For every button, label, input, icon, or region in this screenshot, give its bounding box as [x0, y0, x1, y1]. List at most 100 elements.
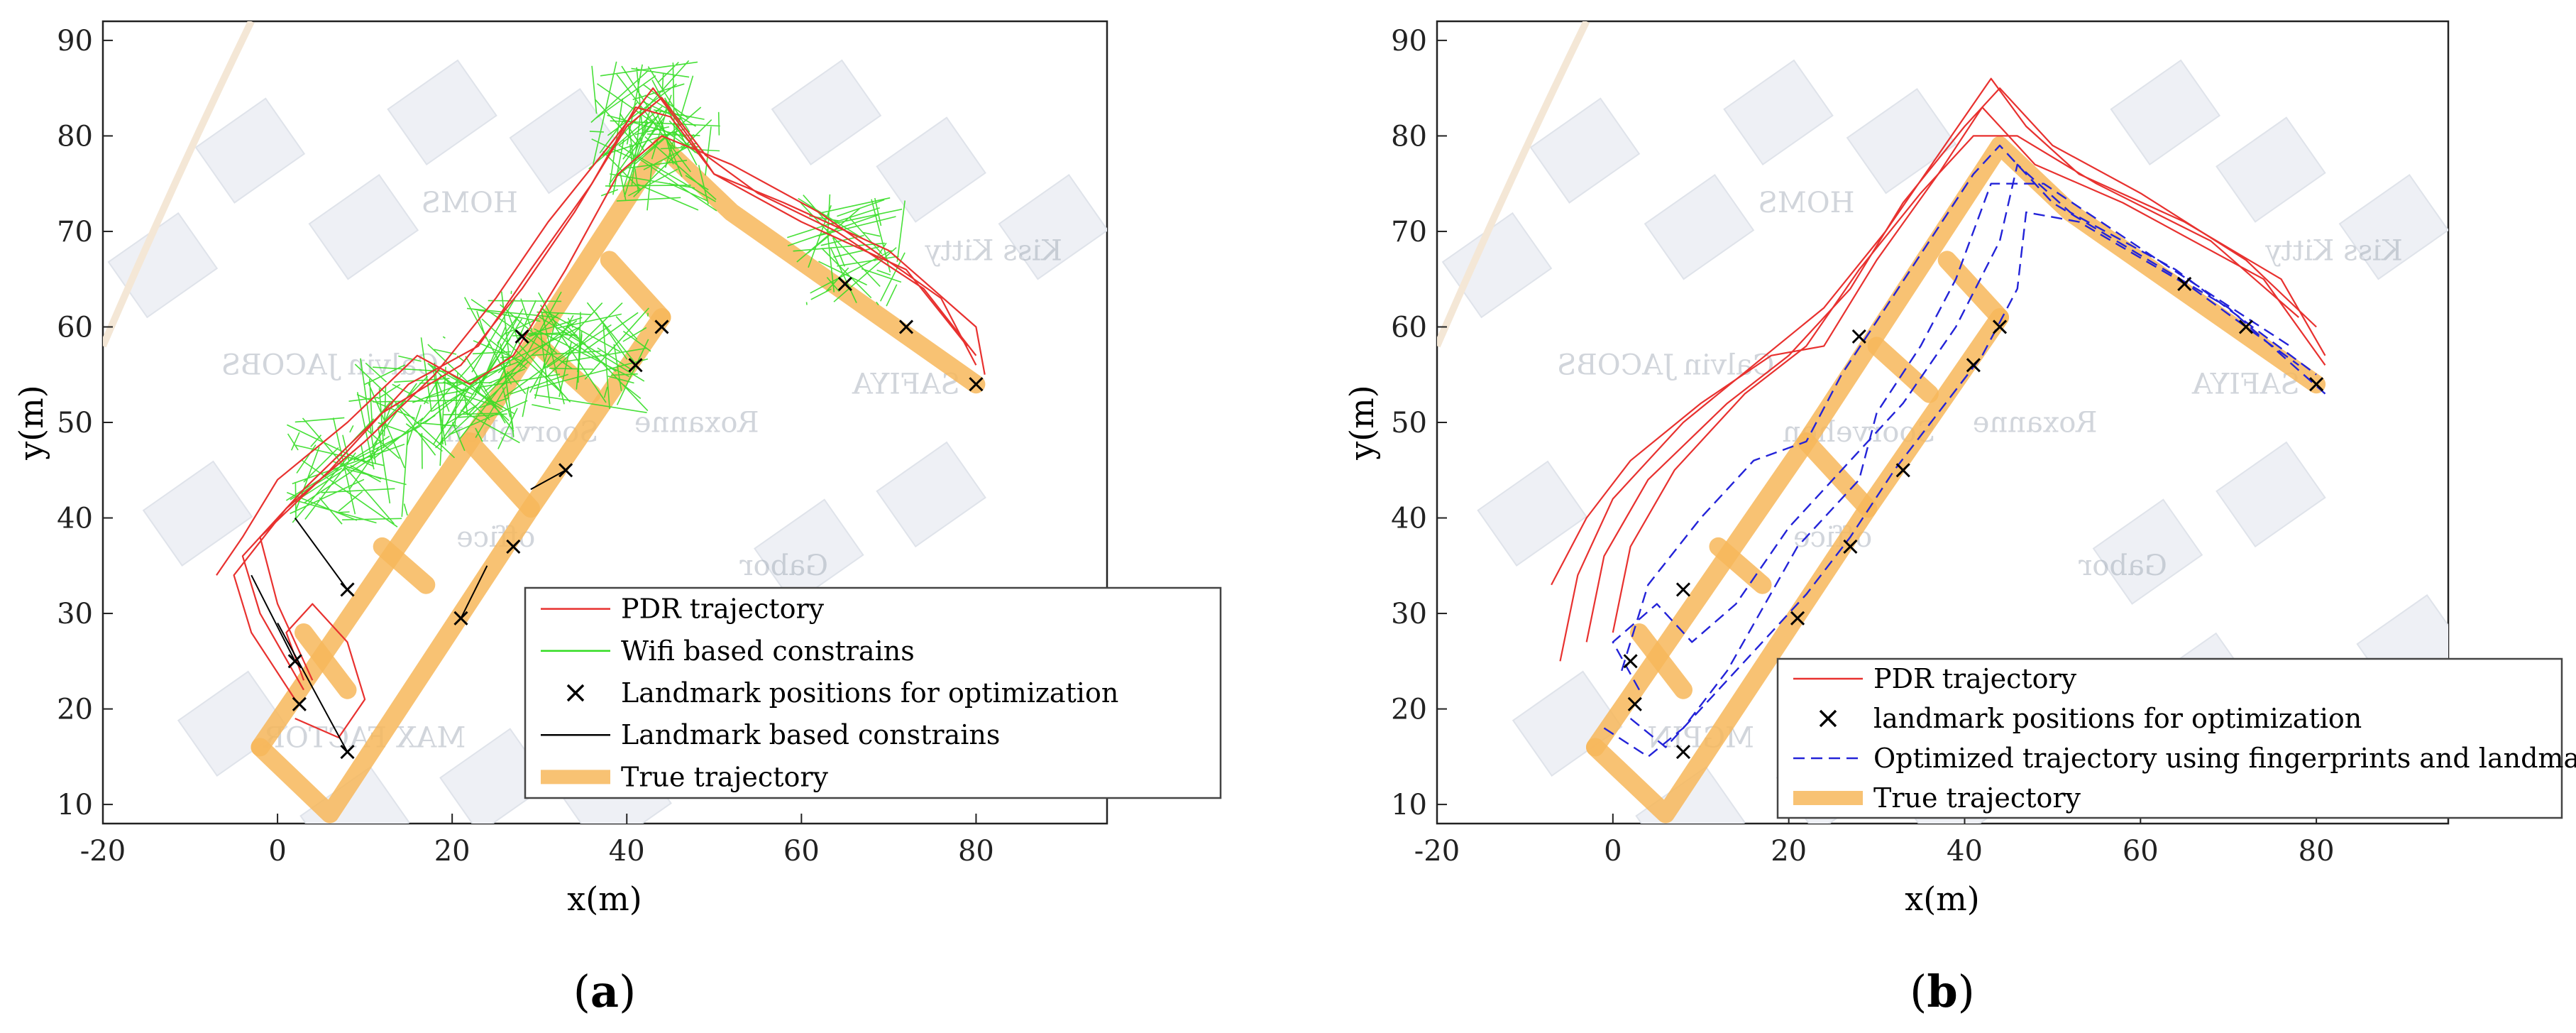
map-label: SAFIYA [852, 368, 960, 401]
map-tile [1512, 670, 1623, 777]
true-trajectory-segment [1586, 308, 2009, 824]
map-tile [876, 441, 986, 548]
x-tick-label: 80 [958, 835, 994, 868]
landmark-marker [340, 745, 355, 760]
map-tile [1846, 87, 1957, 195]
landmark-constraint [277, 623, 348, 753]
map-label: Roxanne [634, 406, 759, 439]
plot-content-a [216, 60, 986, 824]
y-tick-label: 80 [57, 120, 93, 153]
map-label: HOMS [422, 187, 518, 219]
optimized-trajectory [1629, 211, 2300, 748]
true-trajectory-segment [1797, 432, 1878, 518]
x-tick-label: 60 [783, 835, 820, 868]
landmark-marker [340, 582, 355, 597]
map-tile [1529, 97, 1641, 204]
map-road [103, 21, 255, 348]
y-tick-label: 10 [57, 789, 93, 821]
pdr-trajectory [259, 106, 968, 681]
pdr-trajectory [1612, 135, 2300, 633]
landmark-marker [898, 319, 914, 334]
landmark-marker [1851, 329, 1866, 344]
y-tick-label: 60 [57, 311, 93, 344]
legend-label: PDR trajectory [1873, 663, 2077, 694]
y-tick-label: 60 [1391, 311, 1427, 344]
landmark-marker [292, 696, 307, 711]
y-tick-label: 20 [57, 694, 93, 726]
landmark-marker [1966, 358, 1981, 373]
landmark-marker [1895, 463, 1910, 478]
optimized-trajectory [1603, 182, 2291, 758]
landmark-marker [1623, 654, 1638, 669]
landmark-marker [1992, 319, 2008, 334]
true-trajectory-segment [1709, 537, 1772, 594]
x-tick-label: 40 [609, 835, 645, 868]
x-axis-label-b: x(m) [1905, 880, 1979, 918]
map-tile [771, 59, 882, 166]
legend-label: True trajectory [1873, 782, 2081, 814]
x-tick-label: 20 [1771, 835, 1807, 868]
landmark-marker [628, 358, 643, 373]
landmark-constraint [294, 517, 348, 590]
map-label: HOMS [1758, 187, 1854, 219]
landmark-marker [1675, 745, 1691, 760]
landmark-marker [453, 611, 468, 625]
x-axis-label-a: x(m) [567, 880, 642, 918]
y-tick-label: 40 [1391, 503, 1427, 535]
true-trajectory-segment [251, 308, 671, 824]
legend-label: landmark positions for optimization [1873, 703, 2362, 734]
x-tick-label: 0 [268, 835, 286, 868]
y-tick-label: 80 [1391, 120, 1427, 153]
map-label: Calvin JACOBS [1557, 349, 1774, 382]
legend-box [1776, 657, 2563, 819]
x-tick-label: 80 [2299, 835, 2335, 868]
legend-label: Landmark positions for optimization [621, 677, 1118, 709]
y-tick-label: 50 [1391, 407, 1427, 439]
pdr-trajectory [233, 87, 986, 700]
map-tile [876, 116, 986, 223]
landmark-marker [287, 654, 302, 669]
x-tick-label: 20 [434, 835, 470, 868]
y-axis-label-a: y(m) [12, 385, 50, 461]
true-trajectory-segment [1867, 337, 1939, 403]
map-label: Gabor [739, 550, 828, 582]
true-trajectory-segment [600, 251, 671, 327]
y-tick-label: 20 [1391, 694, 1427, 726]
map-tile [308, 174, 419, 280]
legend-b: PDR trajectory landmark positions for opt… [1776, 657, 2576, 819]
map-tile [387, 59, 497, 166]
landmark-constraint [251, 574, 296, 662]
legend-label: PDR trajectory [621, 594, 825, 625]
map-tile [509, 87, 620, 195]
legend-label: True trajectory [621, 761, 829, 792]
landmark-marker [1790, 611, 1805, 625]
map-label: Calvin JACOBS [221, 349, 439, 382]
map-tile [754, 498, 864, 605]
true-trajectory-segment [251, 136, 986, 757]
map-label: SAFIYA [2191, 368, 2300, 401]
y-ticks-a: 10 20 30 40 50 60 70 80 90 [57, 25, 113, 821]
x-ticks-a: -20 0 20 40 60 80 [80, 814, 994, 868]
x-tick-label: 40 [1947, 835, 1983, 868]
y-tick-label: 70 [57, 216, 93, 248]
landmark-marker [1627, 696, 1642, 711]
landmark-marker [654, 319, 669, 334]
map-tile [998, 174, 1107, 280]
legend-label: Wifi based constrains [621, 635, 915, 667]
y-ticks-b: 10 20 30 40 50 60 70 80 90 [1391, 25, 1447, 821]
map-tile [142, 460, 253, 567]
map-tile [2216, 441, 2326, 548]
map-label: Kiss Kitty [2265, 234, 2403, 267]
true-trajectory-segment [295, 623, 357, 699]
map-tile [194, 97, 306, 204]
y-tick-label: 40 [57, 503, 93, 535]
landmark-marker [1675, 582, 1691, 597]
x-tick-label: 0 [1604, 835, 1622, 868]
x-tick-label: 60 [2123, 835, 2159, 868]
legend-box [524, 586, 1222, 799]
landmark-marker [2177, 276, 2192, 292]
optimized-trajectory [1621, 144, 2326, 672]
pdr-trajectory [1585, 87, 2317, 643]
